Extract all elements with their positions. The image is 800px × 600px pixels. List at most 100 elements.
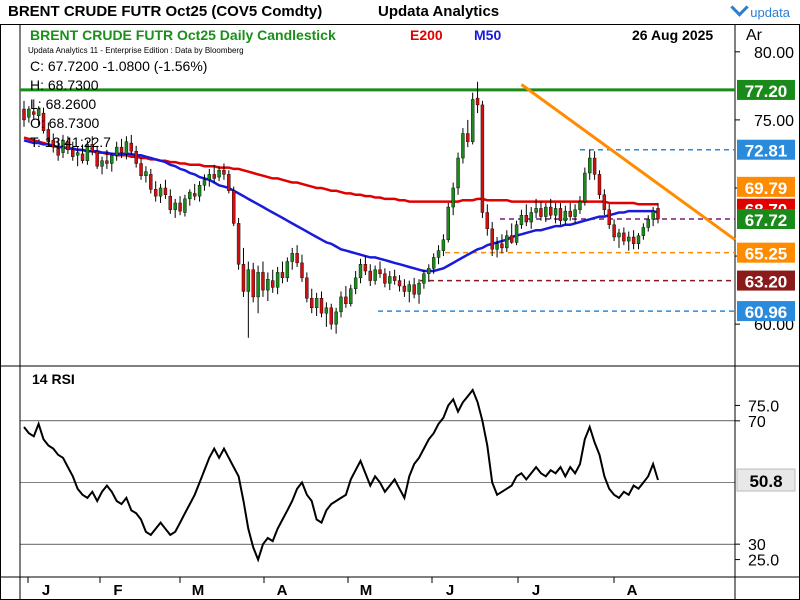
candle-body [456,157,460,189]
candle-body [602,194,607,210]
candle-body [417,283,421,295]
candle-body [100,160,104,167]
month-label: J [446,582,454,599]
price-label-text: 60.96 [745,303,788,322]
month-label: F [113,582,122,599]
candle-body [563,210,568,221]
ticker-title: BRENT CRUDE FUTR Oct25 (COV5 Comdty) [8,3,323,20]
month-label: A [627,582,638,599]
ohlc-high: H: 68.7300 [30,77,99,93]
candle-body [241,264,246,292]
candle-body [51,140,55,148]
price-label-text: 63.20 [745,273,788,292]
price-label-box [737,176,795,197]
candle-body [285,261,290,279]
candle-body [188,191,192,200]
candle-body [124,141,129,155]
candle-body [129,142,133,152]
candle-body [153,189,158,197]
candle-body [578,201,582,210]
candle-body [197,185,202,197]
candle-body [539,208,543,217]
candle-body [412,284,416,295]
candle-body [534,208,538,213]
candle-body [588,157,592,174]
candle-body [314,298,319,309]
candle-body [202,179,207,186]
candle-body [612,224,616,238]
candle-body [339,296,343,313]
candle-body [505,235,509,249]
candle-body [641,227,646,236]
candle-body [246,269,251,292]
candle-body [368,270,372,281]
updata-logo: updata [730,0,790,20]
price-label-box [737,270,795,291]
title-bar: BRENT CRUDE FUTR Oct25 (COV5 Comdty) Upd… [0,0,800,25]
rsi-tick-label: 30 [748,537,766,554]
downtrend-line [520,83,736,241]
candle-body [544,206,548,217]
candle-body [329,307,333,325]
candle-body [324,307,329,314]
price-tick-label: 75.00 [754,113,794,130]
candle-body [149,174,153,190]
candle-body [66,141,70,151]
candle-body [529,212,533,223]
candle-body [349,288,353,304]
candle-body [212,174,216,179]
candle-body [290,253,294,262]
candle-body [509,235,514,243]
candle-body [475,97,480,106]
axis-header: Ar [746,27,762,44]
candle-body [631,236,636,245]
candle-body [597,174,602,195]
candle-body [139,163,143,176]
candle-body [251,269,255,298]
month-label: J [532,582,540,599]
chart-date: 26 Aug 2025 [632,27,714,43]
candle-body [71,149,75,157]
candle-body [363,264,368,272]
candle-body [56,148,60,156]
candle-body [114,146,119,156]
candle-body [227,174,231,191]
edition-note: Updata Analytics 11 - Enterprise Edition… [28,46,244,55]
candle-body [217,170,221,178]
ohlc-low: L: 68.2600 [30,96,97,112]
candle-body [495,243,499,250]
candle-body [32,111,36,115]
candle-body [110,155,114,164]
candle-body [378,269,382,274]
candle-body [232,190,236,224]
candle-body [636,235,641,245]
candle-body [524,215,529,223]
candle-body [622,232,626,242]
candle-body [656,208,660,220]
ma50-line [23,139,659,273]
candle-body [173,202,177,210]
ema-legend-label: E200 [410,27,443,43]
rsi-title: 14 RSI [32,371,75,387]
candle-body [134,151,138,164]
candle-body [427,268,431,274]
candle-body [256,272,260,298]
price-label-text: 69.79 [745,179,788,198]
candle-body [36,108,41,117]
candle-body [617,232,621,238]
candle-body [163,187,168,195]
candle-body [646,219,650,228]
candle-body [573,209,577,217]
price-label-box [737,209,795,230]
candle-body [422,273,426,284]
candle-body [119,146,124,153]
rsi-line [23,388,659,563]
candle-body [514,224,519,243]
ma-legend-label: M50 [474,27,502,43]
rsi-tick-label: 25.0 [748,553,779,570]
chart-title: BRENT CRUDE FUTR Oct25 Daily Candlestick [30,27,336,43]
candle-body [27,108,31,118]
candle-body [144,171,148,176]
candle-body [222,170,226,175]
candle-body [22,108,26,121]
